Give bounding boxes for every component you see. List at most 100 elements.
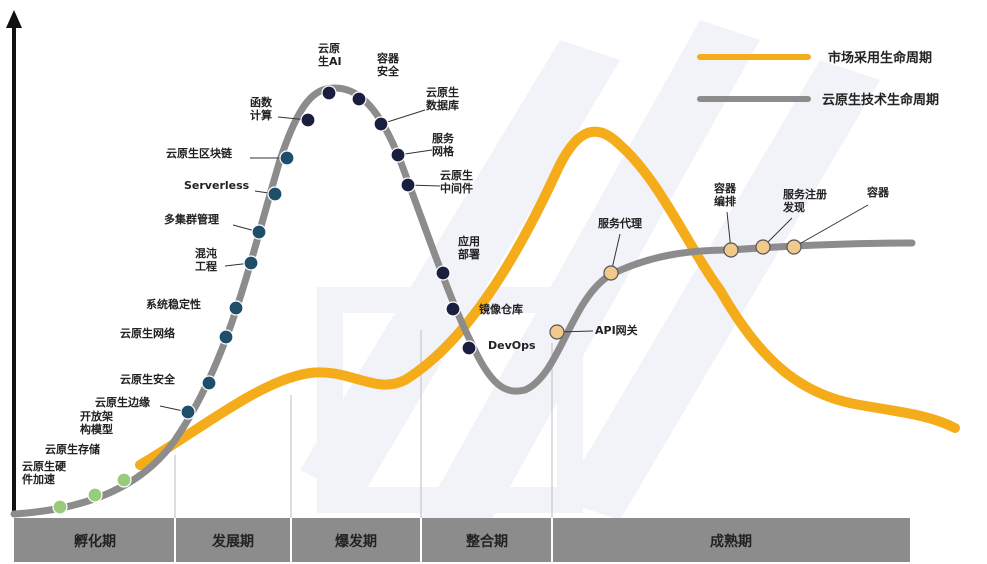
tech-label: 系统稳定性 [146, 297, 201, 311]
tech-marker: 容器 [786, 185, 890, 255]
tech-label: 容器 [866, 185, 890, 199]
tech-label: 发现 [782, 200, 805, 214]
tech-label: 多集群管理 [164, 212, 219, 226]
tech-label: 应用 [458, 234, 480, 248]
tech-label: 云原生硬 [22, 459, 67, 473]
phase-label-consolidation: 整合期 [465, 533, 508, 550]
tech-dot [390, 147, 406, 163]
tech-dot [723, 242, 739, 258]
phase-bar-background [14, 518, 910, 562]
tech-marker: 云原生存储 [45, 442, 103, 503]
tech-label: 数据库 [426, 98, 459, 112]
tech-dot [461, 340, 477, 356]
tech-marker: 云原生边缘 [95, 395, 196, 420]
phase-label-incubation: 孵化期 [74, 533, 116, 550]
tech-label: 构模型 [80, 422, 113, 436]
tech-label: 生AI [318, 54, 342, 68]
tech-dot [786, 239, 802, 255]
tech-dot [180, 404, 196, 420]
tech-marker: 云原生区块链 [166, 146, 295, 166]
leader-line [793, 204, 869, 248]
phase-label-development: 发展期 [211, 533, 254, 550]
tech-dot [267, 186, 283, 202]
tech-label: 工程 [195, 259, 217, 273]
tech-dot [201, 375, 217, 391]
tech-label: 云原生 [426, 85, 459, 99]
tech-label: 服务 [432, 131, 455, 145]
tech-label: 云原生区块链 [166, 146, 233, 160]
tech-lifecycle-curve [10, 84, 916, 518]
tech-dot [321, 85, 337, 101]
phase-label-explosion: 爆发期 [335, 533, 377, 550]
tech-marker: Serverless [184, 179, 283, 202]
tech-dot [116, 472, 132, 488]
tech-label: 中间件 [440, 181, 473, 195]
tech-label: 云原生安全 [120, 372, 176, 386]
tech-dot [87, 487, 103, 503]
tech-label: 云原生边缘 [95, 395, 150, 409]
tech-dot [279, 150, 295, 166]
phase-label-maturity: 成熟期 [710, 533, 752, 550]
phase-separators [174, 330, 553, 518]
tech-dot [52, 499, 68, 515]
tech-marker: API网关 [549, 323, 638, 340]
tech-marker: 镜像仓库 [445, 301, 523, 317]
tech-label: 编排 [714, 194, 736, 208]
tech-label: DevOps [488, 339, 536, 352]
tech-label: 云原 [318, 42, 340, 55]
tech-label: Serverless [184, 179, 250, 192]
tech-dot [251, 224, 267, 240]
legend-tech-label: 云原生技术生命周期 [822, 92, 939, 108]
leader-line [380, 109, 426, 125]
tech-label: 容器 [713, 181, 737, 195]
tech-dot [300, 112, 316, 128]
phase-bar: 孵化期 发展期 爆发期 整合期 成熟期 [14, 518, 910, 562]
tech-label: 容器 [376, 51, 400, 65]
tech-label: API网关 [595, 323, 638, 337]
tech-dot [755, 239, 771, 255]
tech-marker: 系统稳定性 [146, 297, 244, 316]
tech-dot [435, 265, 451, 281]
tech-dot [228, 300, 244, 316]
y-axis [6, 10, 22, 514]
tech-label: 开放架 [80, 409, 113, 423]
tech-marker: DevOps [461, 339, 536, 356]
tech-label: 部署 [458, 247, 480, 261]
tech-dot [400, 177, 416, 193]
tech-dot [373, 116, 389, 132]
tech-label: 件加速 [22, 472, 55, 486]
tech-dot [603, 265, 619, 281]
tech-dot [243, 255, 259, 271]
tech-label: 混沌 [195, 246, 217, 260]
legend-market-label: 市场采用生命周期 [828, 50, 932, 66]
tech-marker: 云原生安全 [120, 372, 217, 391]
tech-dot [445, 301, 461, 317]
tech-dot [218, 329, 234, 345]
tech-dot [549, 324, 565, 340]
tech-label: 网格 [432, 144, 455, 158]
legend: 市场采用生命周期 云原生技术生命周期 [697, 50, 939, 108]
tech-label: 计算 [250, 108, 272, 122]
tech-label: 服务代理 [598, 216, 642, 230]
tech-label: 函数 [250, 95, 273, 109]
tech-marker: 云原生网络 [120, 326, 234, 345]
tech-label: 云原生存储 [45, 442, 100, 456]
tech-dot [351, 91, 367, 107]
tech-label: 镜像仓库 [479, 302, 523, 316]
market-adoption-curve [135, 126, 960, 470]
tech-marker: 服务代理 [598, 216, 642, 281]
tech-label: 云原生 [440, 168, 473, 182]
tech-label: 云原生网络 [120, 326, 175, 340]
